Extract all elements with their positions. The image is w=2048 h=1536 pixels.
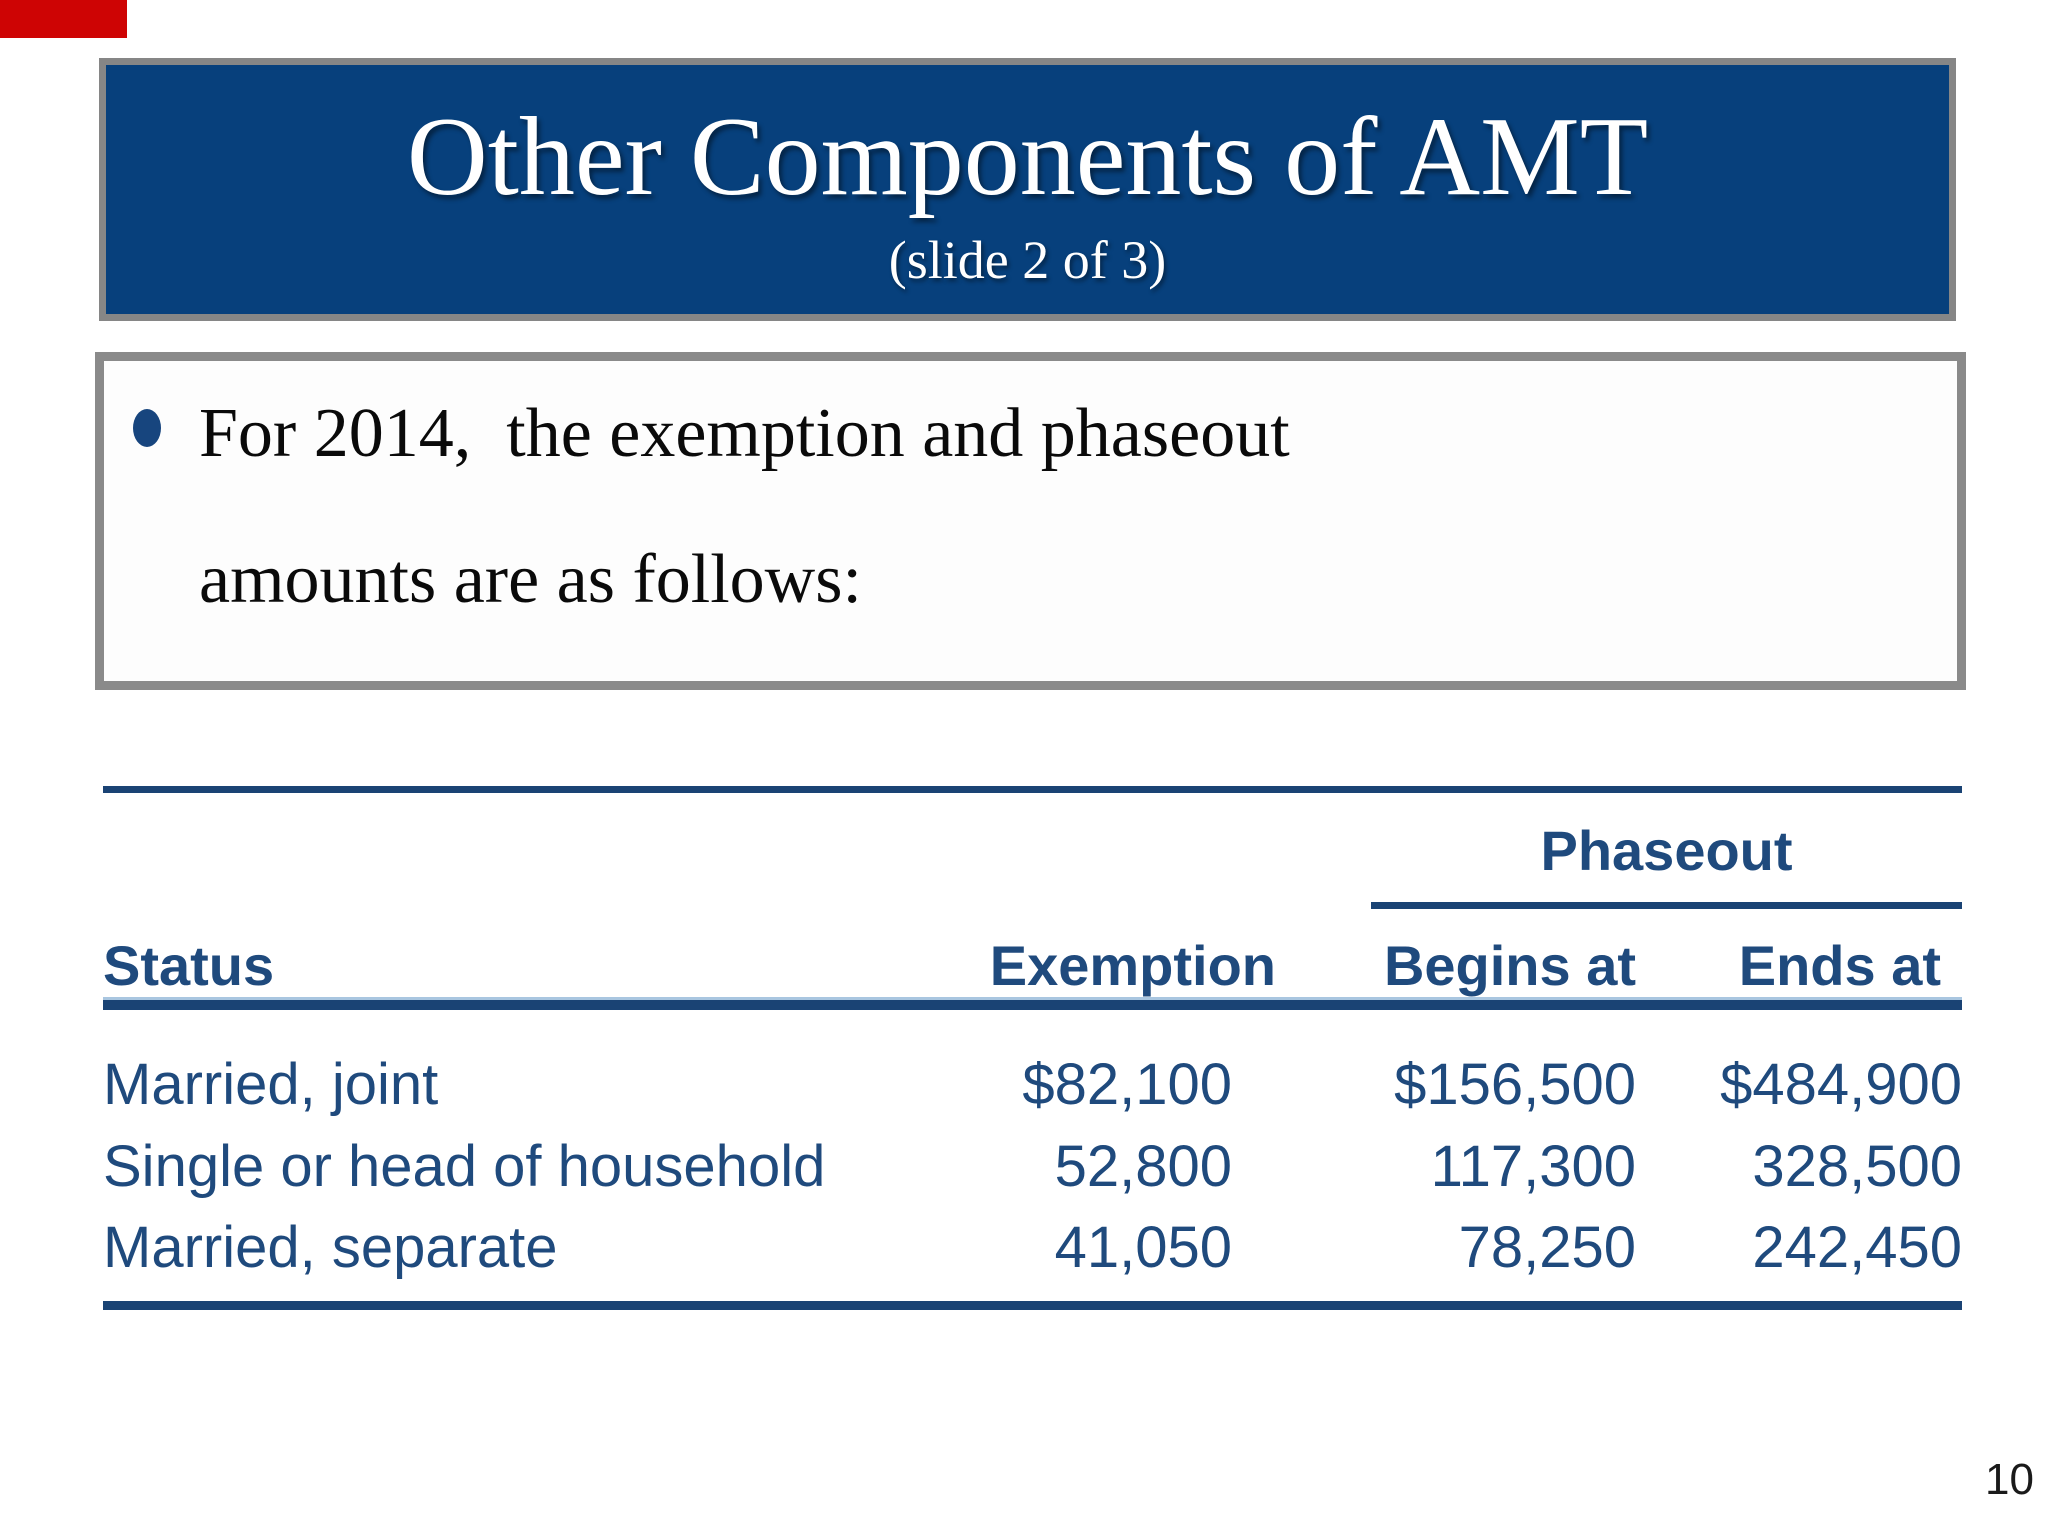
cell-ends-at: $484,900 [1720, 1051, 1962, 1117]
cell-status: Single or head of household [103, 1133, 826, 1199]
corner-red-marker [0, 0, 127, 38]
cell-ends-at: 242,450 [1752, 1214, 1962, 1280]
phaseout-underline-rule [1371, 902, 1962, 909]
table-row: Single or head of household 52,800 117,3… [103, 1133, 1962, 1199]
bullet-text-box: For 2014, the exemption and phaseout amo… [95, 352, 1966, 690]
cell-status: Married, joint [103, 1051, 439, 1117]
cell-ends-at: 328,500 [1752, 1133, 1962, 1199]
table-header-rule [103, 997, 1962, 1010]
table-header-row: Status Exemption Begins at Ends at [103, 933, 1962, 997]
column-header-begins-at: Begins at [1383, 933, 1636, 997]
title-bar: Other Components of AMT (slide 2 of 3) [99, 58, 1956, 321]
bullet-text: For 2014, the exemption and phaseout amo… [199, 395, 1290, 618]
table-top-rule [103, 786, 1962, 793]
column-header-exemption: Exemption [989, 933, 1276, 997]
phaseout-group-header: Phaseout [1540, 819, 1793, 882]
cell-begins-at: 78,250 [1458, 1214, 1636, 1280]
column-header-ends-at: Ends at [1738, 933, 1941, 997]
cell-begins-at: 117,300 [1430, 1133, 1636, 1199]
table-row: Married, separate 41,050 78,250 242,450 [103, 1214, 1962, 1280]
bullet-icon [133, 409, 161, 447]
slide-subtitle: (slide 2 of 3) [888, 229, 1167, 290]
cell-begins-at: $156,500 [1394, 1051, 1636, 1117]
slide-title: Other Components of AMT [406, 94, 1649, 219]
exemption-phaseout-table: Phaseout Status Exemption Begins at Ends… [103, 786, 1962, 1316]
column-header-status: Status [103, 933, 275, 997]
cell-status: Married, separate [103, 1214, 558, 1280]
page-number: 10 [1985, 1455, 2034, 1504]
cell-exemption: 52,800 [1054, 1133, 1232, 1199]
cell-exemption: $82,100 [1022, 1051, 1232, 1117]
cell-exemption: 41,050 [1054, 1214, 1232, 1280]
table-bottom-rule [103, 1301, 1962, 1310]
table-row: Married, joint $82,100 $156,500 $484,900 [103, 1051, 1962, 1117]
